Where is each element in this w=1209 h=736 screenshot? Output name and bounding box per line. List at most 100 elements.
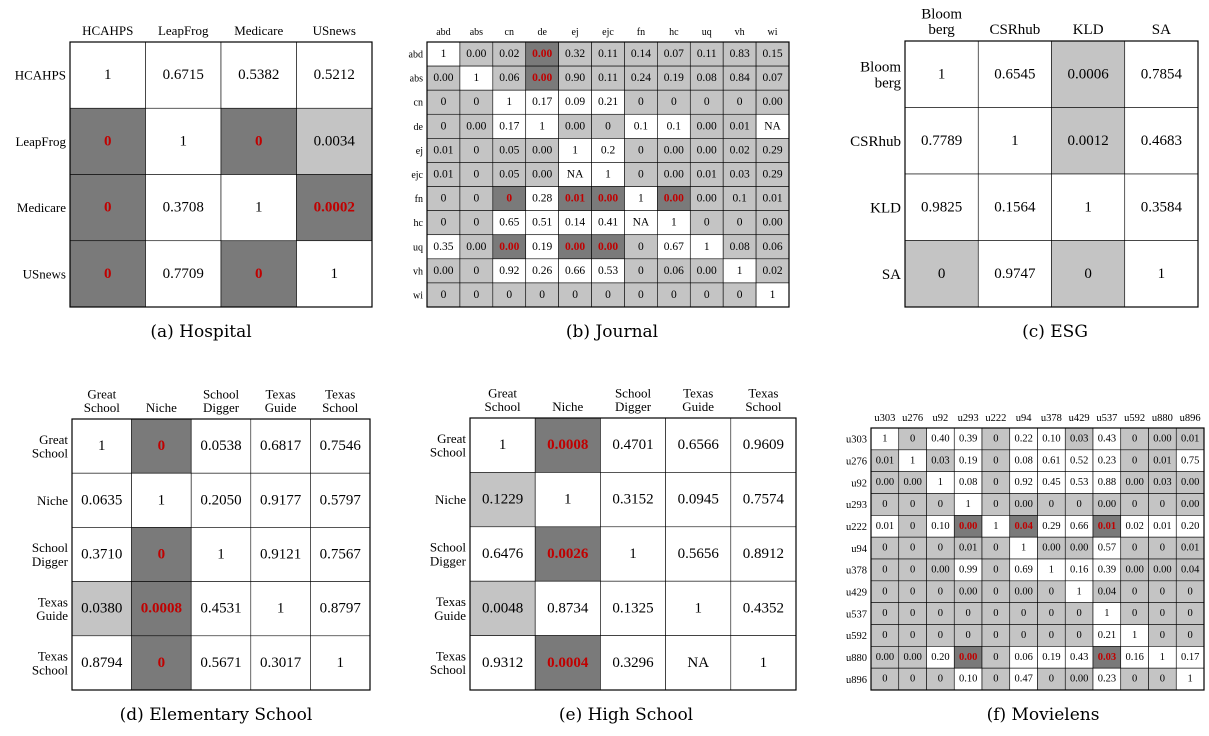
col-label: hc bbox=[669, 27, 679, 38]
heatmap-cell bbox=[492, 234, 527, 260]
cell-value: 0.00 bbox=[499, 241, 519, 253]
cell-value: 0 bbox=[1049, 630, 1054, 641]
heatmap-cell bbox=[525, 258, 559, 284]
panel-1: 1 0.00 0.02 0.00 0.32 0.11 0.14 0.07 0.11 0.83 0.1… bbox=[409, 27, 790, 342]
col-label: u276 bbox=[902, 413, 923, 424]
cell-value: 0.00 bbox=[532, 144, 552, 156]
cell-value: 0.43 bbox=[1098, 433, 1116, 444]
cell-value: 0 bbox=[1160, 608, 1165, 619]
cell-value: 1 bbox=[277, 601, 285, 617]
heatmap-cell bbox=[755, 282, 790, 308]
cell-value: 1 bbox=[993, 521, 998, 532]
cell-value: 0.00 bbox=[565, 120, 585, 132]
col-label-line: Texas bbox=[325, 386, 355, 401]
cell-value: 0.0380 bbox=[81, 601, 122, 617]
cell-value: 0.0006 bbox=[1068, 66, 1110, 82]
cell-value: 0.7789 bbox=[921, 133, 962, 149]
cell-value: 0 bbox=[1132, 455, 1137, 466]
heatmap-cell bbox=[904, 107, 979, 175]
cell-value: 0.0008 bbox=[547, 437, 588, 453]
cell-value: 0.88 bbox=[1098, 477, 1116, 488]
row-label: Texas School bbox=[32, 649, 69, 678]
cell-value: 1 bbox=[336, 655, 344, 671]
heatmap-cell bbox=[525, 65, 559, 91]
cell-value: 0 bbox=[966, 608, 971, 619]
heatmap-cell bbox=[310, 472, 371, 528]
cell-value: 0.21 bbox=[598, 96, 618, 108]
cell-value: 0.90 bbox=[565, 72, 585, 84]
row-label-line: u94 bbox=[851, 544, 868, 555]
cell-value: 0.29 bbox=[762, 169, 782, 181]
cell-value: 0.39 bbox=[959, 433, 977, 444]
col-label-line: u303 bbox=[874, 413, 895, 424]
cell-value: 0.00 bbox=[959, 521, 977, 532]
cell-value: 0.1325 bbox=[612, 600, 653, 616]
col-label: u592 bbox=[1124, 413, 1145, 424]
row-label: Niche bbox=[37, 493, 68, 508]
row-label: abs bbox=[410, 74, 423, 85]
cell-value: 0.04 bbox=[1014, 521, 1033, 532]
heatmap-cell bbox=[534, 580, 601, 636]
col-label: Niche bbox=[552, 399, 583, 414]
cell-value: 0.02 bbox=[1125, 521, 1143, 532]
heatmap-cell bbox=[426, 186, 461, 211]
cell-value: 0 bbox=[1160, 499, 1165, 510]
heatmap-cell bbox=[591, 138, 625, 163]
heatmap-cell bbox=[730, 472, 797, 528]
heatmap-cell bbox=[1051, 173, 1126, 241]
row-label-line: fn bbox=[415, 194, 423, 205]
cell-value: 0.2 bbox=[601, 144, 616, 156]
heatmap-cell bbox=[534, 472, 601, 528]
heatmap-cell bbox=[69, 107, 146, 175]
heatmap-cell bbox=[492, 65, 527, 91]
cell-value: 0 bbox=[1160, 586, 1165, 597]
col-label: ej bbox=[571, 27, 578, 38]
cell-value: 0.00 bbox=[959, 652, 977, 663]
panel-5: 1 0 0.40 0.39 0 0.22 0.10 0.03 0.43 0 0.00 0.01 0.01… bbox=[846, 413, 1205, 725]
cell-value: 0.17 bbox=[499, 120, 519, 132]
heatmap-cell bbox=[689, 186, 724, 211]
heatmap-cell bbox=[558, 65, 592, 91]
cell-value: 0 bbox=[1021, 608, 1026, 619]
heatmap-cell bbox=[591, 210, 625, 236]
cell-value: 0 bbox=[638, 169, 644, 181]
heatmap-cell bbox=[904, 173, 979, 241]
cell-value: 0 bbox=[104, 200, 112, 216]
col-label: wi bbox=[768, 27, 778, 38]
heatmap-cell bbox=[534, 526, 601, 582]
row-label-line: School bbox=[430, 540, 467, 555]
cell-value: 0 bbox=[1049, 499, 1054, 510]
row-label-line: Bloom bbox=[860, 60, 901, 76]
cell-value: 0.06 bbox=[499, 72, 519, 84]
heatmap-cell bbox=[722, 210, 757, 236]
cell-value: 0.15 bbox=[762, 48, 782, 60]
heatmap-cell bbox=[730, 526, 797, 582]
cell-value: 1 bbox=[331, 266, 339, 282]
row-label-line: Great bbox=[39, 432, 68, 447]
heatmap-cell bbox=[1124, 40, 1199, 108]
cell-value: 1 bbox=[910, 455, 915, 466]
cell-value: 0.03 bbox=[1070, 433, 1088, 444]
col-label: u896 bbox=[1180, 413, 1201, 424]
heatmap-cell bbox=[131, 527, 192, 582]
cell-value: 0.9609 bbox=[743, 437, 784, 453]
cell-value: 0.8734 bbox=[547, 600, 589, 616]
heatmap-cell bbox=[657, 65, 691, 91]
cell-value: 0 bbox=[473, 289, 479, 301]
cell-value: 0.00 bbox=[959, 586, 977, 597]
heatmap-cell bbox=[492, 282, 527, 308]
row-label: USnews bbox=[23, 266, 66, 281]
col-label-line: HCAHPS bbox=[82, 23, 133, 38]
cell-value: 1 bbox=[158, 492, 166, 508]
heatmap-cell bbox=[722, 234, 757, 260]
heatmap-cell bbox=[904, 240, 979, 308]
cell-value: 0 bbox=[671, 96, 677, 108]
cell-value: 0.5212 bbox=[314, 67, 355, 83]
cell-value: 1 bbox=[441, 48, 447, 60]
heatmap-border bbox=[904, 40, 1199, 308]
col-label: uq bbox=[702, 27, 712, 38]
row-label: LeapFrog bbox=[15, 134, 66, 149]
heatmap-cell bbox=[1051, 107, 1126, 175]
cell-value: 0.00 bbox=[664, 193, 684, 205]
row-label-line: u880 bbox=[846, 653, 867, 664]
